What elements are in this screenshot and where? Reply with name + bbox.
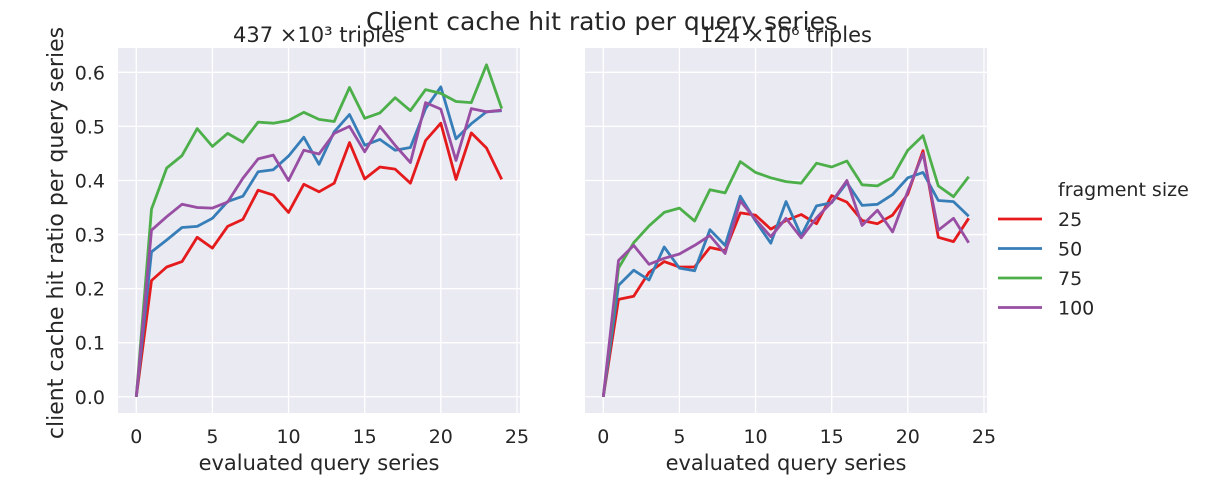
x-tick-label: 5 [673, 426, 685, 448]
y-tick-label: 0.0 [75, 387, 105, 409]
series-line-75 [601, 134, 970, 397]
y-tick-label: 0.5 [75, 116, 105, 138]
x-tick-label: 25 [505, 426, 529, 448]
panel-title: 437 ×10³ triples [233, 23, 405, 47]
legend-title: fragment size [1058, 179, 1189, 201]
x-tick-label: 20 [429, 426, 453, 448]
legend: fragment size 25 50 75 100 [998, 179, 1189, 320]
chart-suptitle: Client cache hit ratio per query series [366, 7, 838, 36]
x-axis-label: evaluated query series [666, 451, 907, 475]
series-line-100 [601, 151, 970, 397]
x-tick-label: 0 [597, 426, 609, 448]
series-line-75 [134, 63, 504, 397]
series-line-25 [134, 121, 503, 397]
legend-label-100: 100 [1058, 298, 1094, 320]
legend-label-75: 75 [1058, 268, 1082, 290]
y-tick-label: 0.4 [75, 170, 105, 192]
y-axis-label: client cache hit ratio per query series [44, 27, 69, 439]
x-axis-label: evaluated query series [199, 451, 440, 475]
x-tick-label: 25 [972, 426, 996, 448]
panel-2: 0 5 10 15 20 25 124 ×10⁶ triples evaluated quer… [585, 23, 996, 475]
series-line-50 [134, 85, 502, 397]
series-line-100 [134, 101, 502, 397]
x-tick-label: 10 [743, 426, 767, 448]
series-line-50 [601, 170, 970, 397]
legend-label-25: 25 [1058, 209, 1082, 231]
panel-1: 0.0 0.1 0.2 0.3 0.4 0.5 0.6 0 5 10 15 20 25 437 ×10³ … [75, 23, 529, 475]
x-tick-label: 10 [276, 426, 300, 448]
x-tick-label: 20 [896, 426, 920, 448]
legend-label-50: 50 [1058, 239, 1082, 261]
plot-area [585, 48, 987, 413]
x-tick-label: 0 [130, 426, 142, 448]
panel-title: 124 ×10⁶ triples [700, 23, 872, 47]
x-tick-label: 15 [820, 426, 844, 448]
plot-area [118, 48, 520, 413]
y-tick-label: 0.2 [75, 279, 105, 301]
y-tick-label: 0.6 [75, 62, 105, 84]
y-tick-label: 0.1 [75, 333, 105, 355]
y-tick-label: 0.3 [75, 225, 105, 247]
x-tick-label: 15 [353, 426, 377, 448]
x-tick-label: 5 [206, 426, 218, 448]
panels: 0.0 0.1 0.2 0.3 0.4 0.5 0.6 0 5 10 15 20 25 437 ×10³ … [75, 23, 996, 475]
